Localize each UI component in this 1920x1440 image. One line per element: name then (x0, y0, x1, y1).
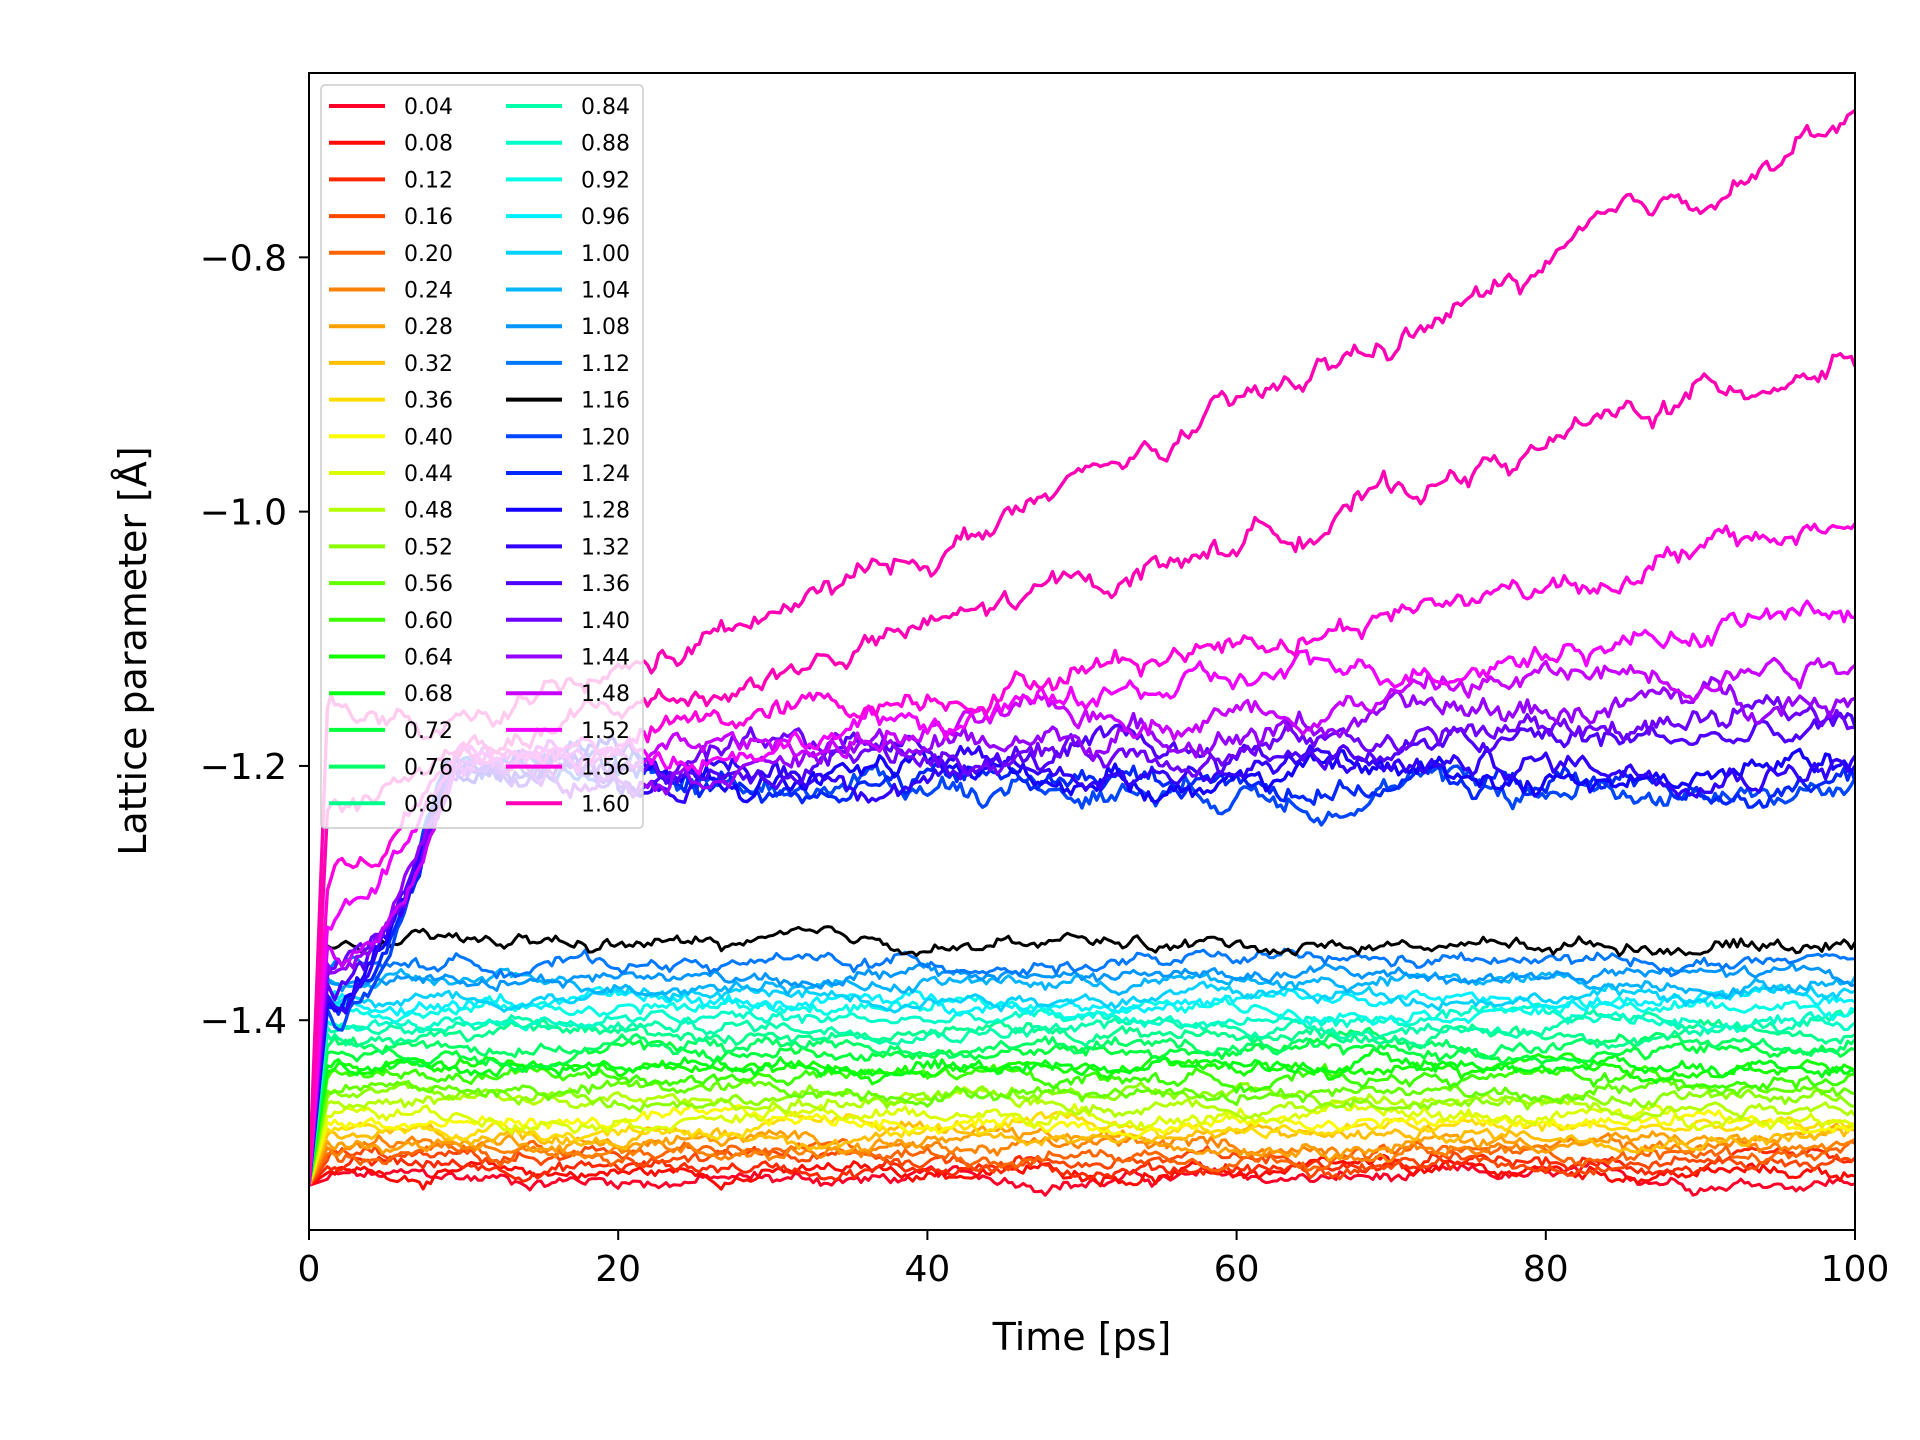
legend-label: 0.04 (404, 95, 453, 120)
series-line-0_40 (309, 1102, 1855, 1186)
legend-label: 0.36 (404, 389, 453, 414)
series-line-0_44 (309, 1100, 1855, 1186)
legend-label: 0.40 (404, 425, 453, 450)
plot-area-frame (308, 72, 1856, 1231)
x-tick-label: 40 (904, 1249, 950, 1290)
y-tick-label: −0.8 (200, 238, 287, 279)
legend-label: 0.88 (581, 132, 630, 157)
series-line-0_48 (309, 1085, 1855, 1186)
legend-label: 0.28 (404, 315, 453, 340)
series-line-0_08 (309, 1153, 1855, 1191)
legend-label: 0.84 (581, 95, 630, 120)
series-line-1_08 (309, 961, 1855, 1186)
legend-label: 0.48 (404, 499, 453, 524)
legend-label: 0.60 (404, 609, 453, 634)
legend-label: 0.32 (404, 352, 453, 377)
x-tick-label: 100 (1821, 1249, 1890, 1290)
legend-label: 0.52 (404, 535, 453, 560)
series-line-0_72 (309, 1037, 1855, 1186)
series-line-0_36 (309, 1110, 1855, 1186)
legend-label: 1.44 (581, 646, 630, 671)
legend-label: 0.08 (404, 132, 453, 157)
series-line-0_60 (309, 1063, 1855, 1186)
legend-label: 1.04 (581, 279, 630, 304)
legend-label: 1.52 (581, 719, 630, 744)
legend-label: 0.56 (404, 572, 453, 597)
legend-label: 1.28 (581, 499, 630, 524)
legend-label: 1.56 (581, 756, 630, 781)
legend-label: 0.80 (404, 792, 453, 817)
series-line-0_16 (309, 1144, 1855, 1187)
x-axis: 0 20 40 60 80 100 (298, 1230, 1890, 1290)
y-tick-label: −1.0 (200, 493, 287, 534)
series-line-1_00 (309, 980, 1855, 1186)
legend-label: 0.76 (404, 756, 453, 781)
series-line-1_16 (309, 925, 1855, 1186)
legend-label: 1.60 (581, 792, 630, 817)
legend-label: 0.96 (581, 205, 630, 230)
legend-label: 0.20 (404, 242, 453, 267)
y-axis-label: Lattice parameter [Å] (111, 446, 155, 856)
legend-label: 0.16 (404, 205, 453, 230)
series-line-1_12 (309, 947, 1855, 1186)
series-line-0_68 (309, 1047, 1855, 1186)
series-line-0_84 (309, 1008, 1855, 1186)
legend-label: 1.08 (581, 315, 630, 340)
series-line-0_56 (309, 1076, 1855, 1186)
series-line-0_76 (309, 1026, 1855, 1186)
legend-label: 1.16 (581, 389, 630, 414)
series-line-0_88 (309, 1000, 1855, 1186)
y-axis: −1.4 −1.2 −1.0 −0.8 (200, 238, 309, 1042)
legend-label: 0.24 (404, 279, 453, 304)
x-tick-label: 80 (1523, 1249, 1569, 1290)
x-axis-label: Time [ps] (992, 1315, 1172, 1359)
y-tick-label: −1.2 (200, 747, 287, 788)
series-line-0_20 (309, 1137, 1855, 1187)
y-tick-label: −1.4 (200, 1001, 287, 1042)
legend-label: 0.12 (404, 168, 453, 193)
legend-label: 0.72 (404, 719, 453, 744)
legend-label: 1.40 (581, 609, 630, 634)
legend-label: 0.44 (404, 462, 453, 487)
legend-label: 1.20 (581, 425, 630, 450)
x-tick-label: 0 (298, 1249, 321, 1290)
legend-label: 0.92 (581, 168, 630, 193)
legend-box (320, 84, 644, 829)
legend-label: 1.32 (581, 535, 630, 560)
series-line-0_80 (309, 1018, 1855, 1186)
legend-label: 1.48 (581, 682, 630, 707)
legend-label: 0.68 (404, 682, 453, 707)
series-line-0_32 (309, 1120, 1855, 1187)
legend-label: 1.24 (581, 462, 630, 487)
x-tick-label: 60 (1214, 1249, 1260, 1290)
legend: 0.04 0.08 0.12 0.16 0.20 0.24 0.28 0.32 0.36 0.40… (320, 84, 644, 829)
x-tick-label: 20 (595, 1249, 641, 1290)
legend-label: 1.36 (581, 572, 630, 597)
series-layer (309, 109, 1855, 1197)
series-line-0_92 (309, 994, 1855, 1186)
legend-label: 0.64 (404, 646, 453, 671)
legend-label: 1.12 (581, 352, 630, 377)
legend-label: 1.00 (581, 242, 630, 267)
